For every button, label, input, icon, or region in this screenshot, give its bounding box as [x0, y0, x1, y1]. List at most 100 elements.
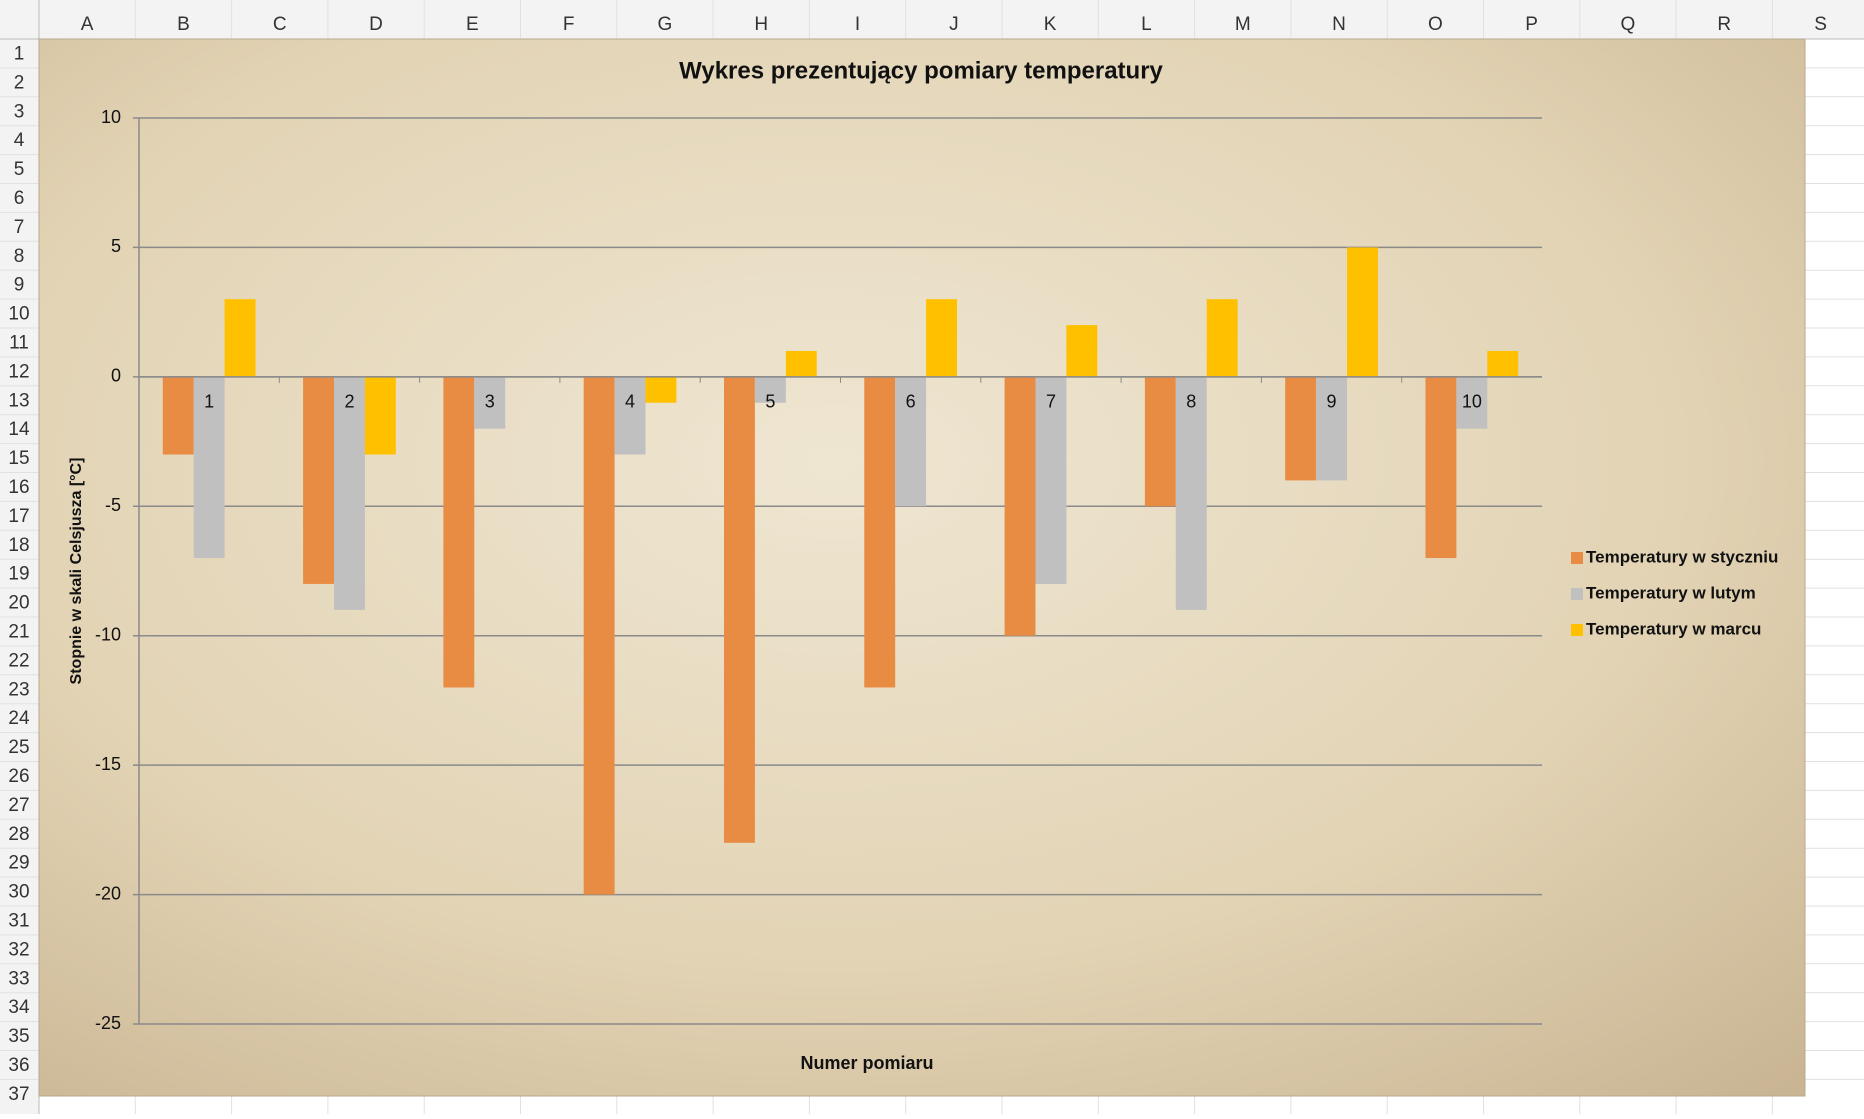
- row-header: 12: [8, 361, 29, 382]
- legend-label: Temperatury w marcu: [1586, 619, 1761, 638]
- row-header: 30: [8, 882, 29, 903]
- row-header: 1: [14, 43, 25, 64]
- bar: [895, 376, 927, 507]
- row-header: 21: [8, 621, 29, 642]
- column-header: H: [754, 14, 768, 35]
- x-tick-label: 8: [1186, 392, 1196, 412]
- x-axis-title: Numer pomiaru: [800, 1053, 933, 1073]
- row-header: 22: [8, 650, 29, 671]
- row-header: 17: [8, 506, 29, 527]
- bar: [723, 376, 755, 843]
- column-header: C: [273, 14, 287, 35]
- row-header: 11: [9, 332, 29, 353]
- row-header: 34: [8, 997, 30, 1018]
- row-header: 25: [8, 737, 29, 758]
- y-tick-label: 5: [111, 236, 121, 256]
- legend-label: Temperatury w lutym: [1586, 583, 1756, 602]
- x-tick-label: 5: [765, 392, 775, 412]
- column-header: S: [1814, 14, 1827, 35]
- row-header: 9: [14, 275, 25, 296]
- row-header: 23: [8, 679, 29, 700]
- row-header: 8: [14, 246, 25, 267]
- x-tick-label: 6: [906, 392, 916, 412]
- bar: [193, 376, 225, 559]
- row-header: 3: [14, 101, 25, 122]
- bar: [224, 299, 256, 377]
- row-header: 36: [8, 1055, 29, 1076]
- bar: [1456, 376, 1488, 429]
- row-header: 20: [8, 593, 29, 614]
- column-header: O: [1428, 14, 1443, 35]
- row-header: 15: [8, 448, 29, 469]
- row-header-bar: [0, 0, 39, 1114]
- x-tick-label: 9: [1327, 392, 1337, 412]
- column-header: J: [949, 14, 959, 35]
- bar: [1144, 376, 1176, 507]
- y-tick-label: -25: [95, 1013, 121, 1033]
- legend-swatch: [1571, 624, 1583, 636]
- row-header: 6: [14, 188, 25, 209]
- bar: [1316, 376, 1348, 481]
- y-tick-label: -15: [95, 754, 121, 774]
- x-tick-label: 1: [204, 392, 214, 412]
- x-tick-label: 4: [625, 392, 635, 412]
- chart-title: Wykres prezentujący pomiary temperatury: [679, 57, 1163, 84]
- x-tick-label: 2: [344, 392, 354, 412]
- row-header: 18: [8, 535, 29, 556]
- bar: [474, 376, 506, 429]
- row-header: 2: [14, 72, 25, 93]
- row-header: 26: [8, 766, 29, 787]
- column-header: Q: [1621, 14, 1636, 35]
- column-header-bar: [0, 0, 1864, 39]
- bar: [364, 376, 396, 455]
- row-header: 19: [8, 564, 29, 585]
- row-header: 32: [8, 939, 29, 960]
- row-header: 24: [8, 708, 30, 729]
- column-header: L: [1141, 14, 1152, 35]
- row-header: 16: [8, 477, 29, 498]
- bar: [583, 376, 615, 895]
- bar: [1066, 325, 1098, 377]
- bar: [1487, 350, 1519, 377]
- legend-swatch: [1571, 552, 1583, 564]
- y-tick-label: -5: [105, 495, 121, 515]
- row-header: 31: [8, 910, 29, 931]
- bar: [1347, 247, 1378, 377]
- row-header: 5: [14, 159, 25, 180]
- y-axis-title: Stopnie w skali Celsjusza [°C]: [68, 458, 85, 685]
- bar: [443, 376, 475, 688]
- bar: [926, 299, 958, 377]
- column-header: N: [1332, 14, 1346, 35]
- column-header: M: [1235, 14, 1251, 35]
- bar: [754, 376, 786, 403]
- row-header: 33: [8, 968, 29, 989]
- column-header: P: [1525, 14, 1538, 35]
- row-header: 28: [8, 824, 29, 845]
- column-header: B: [177, 14, 190, 35]
- row-header: 35: [8, 1026, 29, 1047]
- y-tick-label: 10: [101, 107, 121, 127]
- row-header: 4: [14, 130, 25, 151]
- bar: [614, 376, 646, 455]
- row-header: 14: [8, 419, 30, 440]
- y-tick-label: 0: [111, 366, 121, 386]
- row-header: 27: [8, 795, 29, 816]
- x-tick-label: 3: [485, 392, 495, 412]
- bar: [162, 376, 194, 455]
- y-tick-label: -10: [95, 624, 121, 644]
- row-header: 7: [14, 217, 25, 238]
- x-tick-label: 7: [1046, 392, 1056, 412]
- column-header: R: [1717, 14, 1731, 35]
- bar: [864, 376, 896, 688]
- bar: [303, 376, 334, 584]
- legend-label: Temperatury w styczniu: [1586, 547, 1778, 566]
- row-header: 10: [8, 304, 29, 325]
- bar: [645, 376, 677, 403]
- y-tick-label: -20: [95, 883, 121, 903]
- column-header: G: [658, 14, 673, 35]
- bar: [1425, 376, 1457, 559]
- x-tick-label: 10: [1462, 392, 1482, 412]
- legend-swatch: [1571, 588, 1583, 600]
